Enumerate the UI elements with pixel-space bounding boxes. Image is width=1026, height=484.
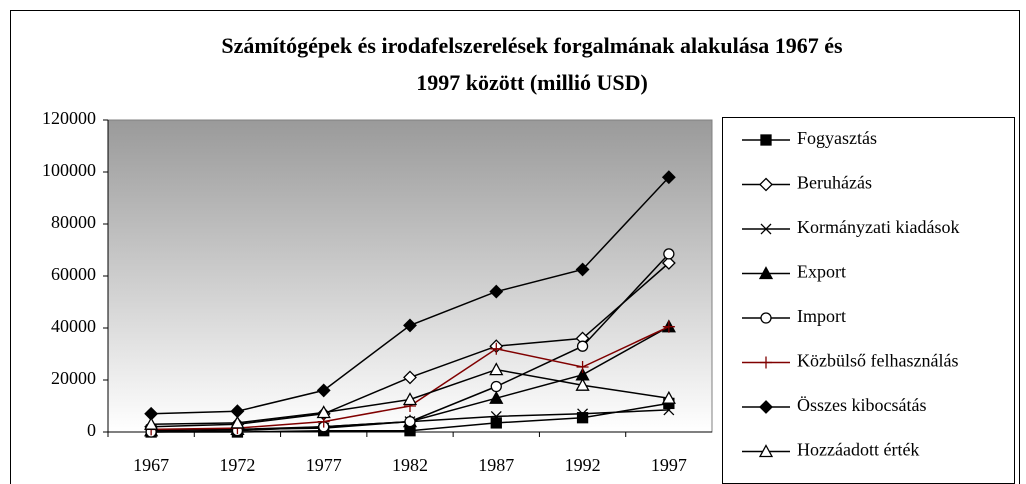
data-point [144, 416, 159, 430]
legend-label: Fogyasztás [797, 128, 877, 148]
x-tick-label: 1967 [133, 455, 169, 475]
data-point [230, 415, 245, 429]
data-point [576, 361, 589, 373]
data-point [661, 390, 676, 404]
data-point [662, 320, 675, 333]
data-point [490, 410, 502, 422]
legend-label: Közbülső felhasználás [797, 351, 958, 371]
y-tick-label: 80000 [51, 212, 96, 232]
data-point [577, 408, 589, 420]
data-point [576, 412, 589, 424]
y-tick-label: 0 [87, 420, 96, 440]
chart-title: Számítógépek és irodafelszerelések forga… [221, 33, 843, 58]
legend-label: Összes kibocsátás [797, 395, 926, 415]
y-tick-label: 60000 [51, 264, 96, 284]
plot-area [107, 119, 713, 433]
data-point [404, 415, 416, 428]
y-tick-label: 100000 [42, 160, 96, 180]
data-point [575, 377, 590, 391]
data-point [661, 256, 676, 270]
y-tick-label: 40000 [51, 316, 96, 336]
legend-marker [760, 134, 772, 146]
data-point [490, 417, 502, 429]
x-tick-label: 1997 [651, 455, 687, 475]
data-point [575, 262, 590, 277]
x-tick-label: 1992 [565, 455, 601, 475]
data-point [663, 248, 675, 260]
legend-label: Import [797, 306, 846, 326]
chart-title: 1997 között (millió USD) [416, 70, 648, 95]
data-point [403, 318, 417, 333]
data-point [402, 392, 418, 406]
data-point [316, 405, 331, 419]
y-tick-label: 120000 [42, 108, 96, 128]
legend [722, 117, 1015, 484]
data-point [661, 170, 676, 185]
data-point [490, 342, 503, 355]
data-point [403, 370, 417, 385]
x-tick-label: 1972 [219, 455, 255, 475]
legend-label: Export [797, 262, 846, 282]
data-point [489, 362, 504, 376]
data-point [576, 340, 589, 352]
data-point [489, 284, 504, 299]
legend-label: Beruházás [797, 173, 872, 193]
x-tick-label: 1977 [306, 455, 342, 475]
legend-marker [760, 312, 772, 324]
legend-label: Hozzáadott érték [797, 440, 919, 460]
legend-label: Kormányzati kiadások [797, 217, 959, 237]
x-tick-label: 1982 [392, 455, 428, 475]
legend-marker [758, 266, 774, 280]
legend-marker [760, 356, 772, 369]
legend-marker [759, 400, 773, 414]
data-point [490, 380, 502, 393]
legend-marker [758, 444, 774, 458]
data-point [316, 383, 331, 398]
legend-marker [760, 223, 772, 235]
data-point [663, 404, 675, 416]
x-tick-label: 1987 [478, 455, 514, 475]
data-point [489, 390, 504, 404]
y-tick-label: 20000 [51, 368, 96, 388]
legend-marker [759, 177, 773, 192]
